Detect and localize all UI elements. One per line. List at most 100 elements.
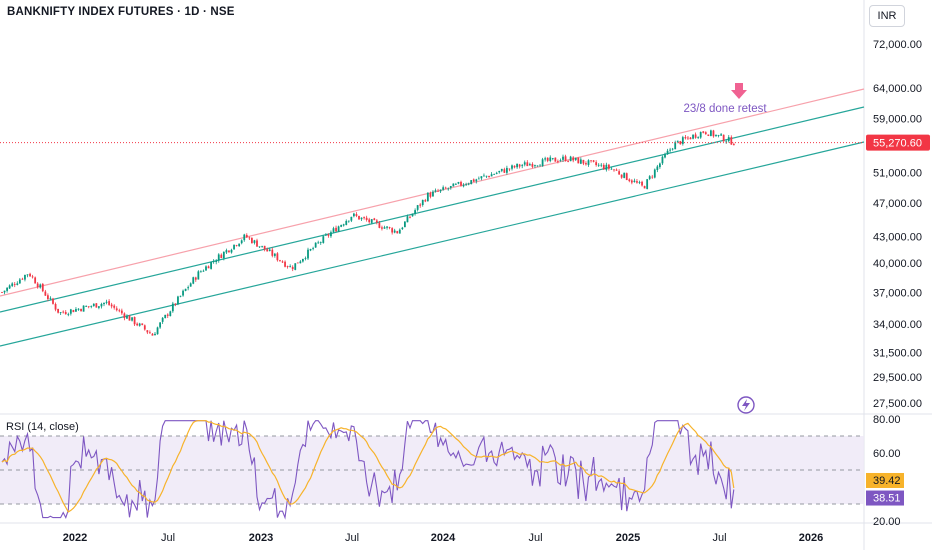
candle-body [355, 214, 358, 216]
candle-body [559, 160, 562, 162]
candle-body [493, 174, 496, 175]
time-tick-label: Jul [528, 532, 542, 544]
candle-body [666, 150, 669, 155]
candle-body [62, 311, 65, 313]
candle-body [192, 277, 195, 284]
candle-body [702, 131, 705, 133]
candle-body [138, 323, 141, 326]
candle-body [174, 303, 177, 305]
time-tick-label: 2024 [431, 532, 456, 544]
candle-body [625, 173, 628, 181]
candle-body [592, 160, 595, 162]
candle-body [579, 159, 582, 164]
rsi-line [1, 420, 735, 520]
candle-body [452, 183, 455, 187]
candle-body [59, 312, 62, 314]
candle-body [551, 158, 554, 159]
candle-body [103, 302, 105, 305]
candle-body [358, 215, 360, 220]
candle-body [694, 134, 697, 138]
last-price-label: 55,270.60 [873, 138, 922, 150]
candle-body [85, 306, 88, 307]
price-axis[interactable]: 72,000.00 64,000.00 59,000.00 51,000.00 47,0… [0, 39, 930, 410]
price-tick-label: 51,000.00 [873, 168, 922, 180]
candle-body [187, 287, 190, 289]
candle-body [518, 164, 521, 167]
candle-body [268, 249, 271, 251]
candle-body [171, 303, 174, 312]
time-tick-label: 2022 [63, 532, 87, 544]
candle-body [485, 175, 488, 177]
currency-button[interactable]: INR [869, 5, 905, 27]
candle-body [692, 134, 694, 139]
candle-body [620, 174, 623, 178]
annotation-text: 23/8 done retest [683, 103, 767, 115]
candle-body [569, 156, 572, 162]
candle-body [302, 258, 304, 262]
candle-body [661, 156, 664, 164]
candle-body [360, 217, 363, 220]
candle-body [659, 163, 661, 168]
candle-body [307, 249, 309, 259]
channel-lower-trendline [0, 141, 865, 347]
candle-body [506, 167, 508, 173]
candle-body [210, 262, 212, 269]
candle-body [638, 182, 641, 184]
rsi-tick-label: 60.00 [873, 448, 901, 460]
candle-body [587, 160, 590, 165]
candle-body [146, 330, 149, 333]
candle-body [11, 283, 14, 286]
candle-body [182, 290, 184, 296]
candle-body [465, 184, 467, 186]
trendlines[interactable] [0, 88, 865, 347]
candle-body [332, 228, 335, 232]
candle-body [508, 168, 511, 170]
candle-body [727, 137, 730, 142]
candle-body [669, 149, 671, 151]
candle-body [115, 308, 118, 311]
candle-body [689, 137, 692, 140]
candle-body [291, 266, 294, 270]
time-axis[interactable]: 2022 Jul 2023 Jul 2024 Jul 2025 Jul 2026 [63, 532, 823, 544]
candle-body [363, 217, 365, 219]
candle-body [197, 271, 200, 280]
candle-body [636, 181, 638, 183]
candle-body [488, 176, 490, 178]
candle-body [26, 274, 29, 276]
candle-body [370, 219, 373, 223]
candle-body [597, 164, 600, 166]
candle-body [304, 258, 307, 259]
candle-body [388, 227, 391, 229]
candle-body [92, 303, 95, 306]
candle-body [406, 216, 409, 223]
candle-body [722, 134, 725, 142]
candle-body [595, 162, 598, 166]
candle-body [212, 261, 215, 263]
candle-body [419, 204, 422, 206]
candle-body [521, 165, 524, 167]
candle-body [462, 184, 465, 187]
rsi-ma-badge [866, 472, 904, 488]
candle-body [286, 266, 289, 267]
candle-body [166, 314, 169, 316]
candle-body [434, 190, 437, 192]
candle-body [245, 234, 248, 238]
candle-body [189, 283, 192, 287]
candle-body [681, 137, 684, 144]
candle-body [294, 263, 297, 270]
candle-body [347, 220, 350, 222]
candle-body [641, 181, 643, 186]
rsi-tick-label: 80.00 [873, 414, 901, 426]
candle-body [393, 230, 396, 233]
arrow-down-icon [735, 83, 743, 90]
candle-body [585, 163, 587, 165]
candle-body [1, 292, 3, 293]
candle-body [31, 276, 34, 278]
candle-body [230, 249, 233, 253]
candle-body [437, 190, 439, 192]
candle-body [432, 191, 434, 197]
candle-body [330, 232, 332, 237]
candle-body [296, 262, 299, 264]
candle-body [712, 130, 715, 137]
